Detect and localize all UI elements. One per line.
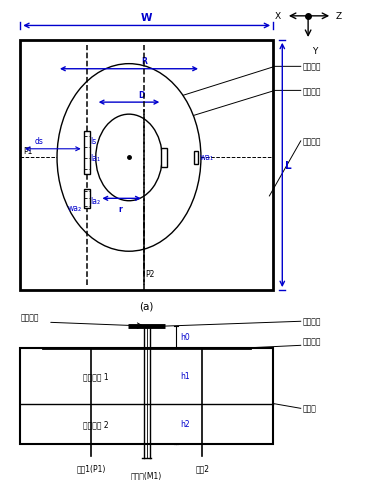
- Text: Y: Y: [313, 47, 318, 56]
- Circle shape: [96, 115, 162, 201]
- Text: Z: Z: [336, 12, 342, 21]
- Text: h2: h2: [180, 420, 190, 428]
- Text: X: X: [274, 12, 280, 21]
- Text: 馈线1(P1): 馈线1(P1): [76, 463, 106, 472]
- Text: 介质基片 2: 介质基片 2: [83, 420, 109, 428]
- Text: ls: ls: [91, 136, 97, 145]
- Text: la₂: la₂: [91, 197, 101, 206]
- Text: 接地面: 接地面: [303, 404, 317, 413]
- Text: P1: P1: [23, 147, 32, 156]
- Text: 圆形贴片: 圆形贴片: [303, 63, 321, 72]
- Bar: [162, 149, 167, 167]
- Text: h0: h0: [180, 333, 190, 342]
- Text: 圆形贴片: 圆形贴片: [303, 336, 321, 346]
- Text: 同轴线(M1): 同轴线(M1): [131, 470, 162, 480]
- Bar: [20, 41, 273, 290]
- Bar: [84, 132, 90, 175]
- Text: r: r: [118, 204, 122, 214]
- Text: L: L: [285, 161, 292, 170]
- Text: h1: h1: [180, 372, 190, 380]
- Text: 介质基片 1: 介质基片 1: [83, 372, 109, 380]
- Bar: [194, 151, 198, 165]
- Bar: [84, 189, 90, 208]
- Text: 并联电感: 并联电感: [20, 312, 39, 322]
- Text: D: D: [138, 91, 145, 100]
- Bar: [20, 348, 273, 444]
- Text: R: R: [141, 57, 147, 66]
- Text: la₁: la₁: [91, 154, 101, 163]
- Circle shape: [57, 64, 201, 252]
- Text: (a): (a): [139, 301, 154, 311]
- Text: ds: ds: [35, 137, 44, 146]
- Text: 加载圆盘: 加载圆盘: [303, 87, 321, 96]
- Text: P2: P2: [145, 269, 154, 278]
- Text: 馈线2: 馈线2: [195, 463, 209, 472]
- Text: 介质基片: 介质基片: [303, 137, 321, 146]
- Text: wa₂: wa₂: [68, 204, 82, 213]
- Text: 加载圆盘: 加载圆盘: [303, 317, 321, 326]
- Text: W: W: [141, 12, 152, 23]
- Text: wa₁: wa₁: [200, 153, 213, 162]
